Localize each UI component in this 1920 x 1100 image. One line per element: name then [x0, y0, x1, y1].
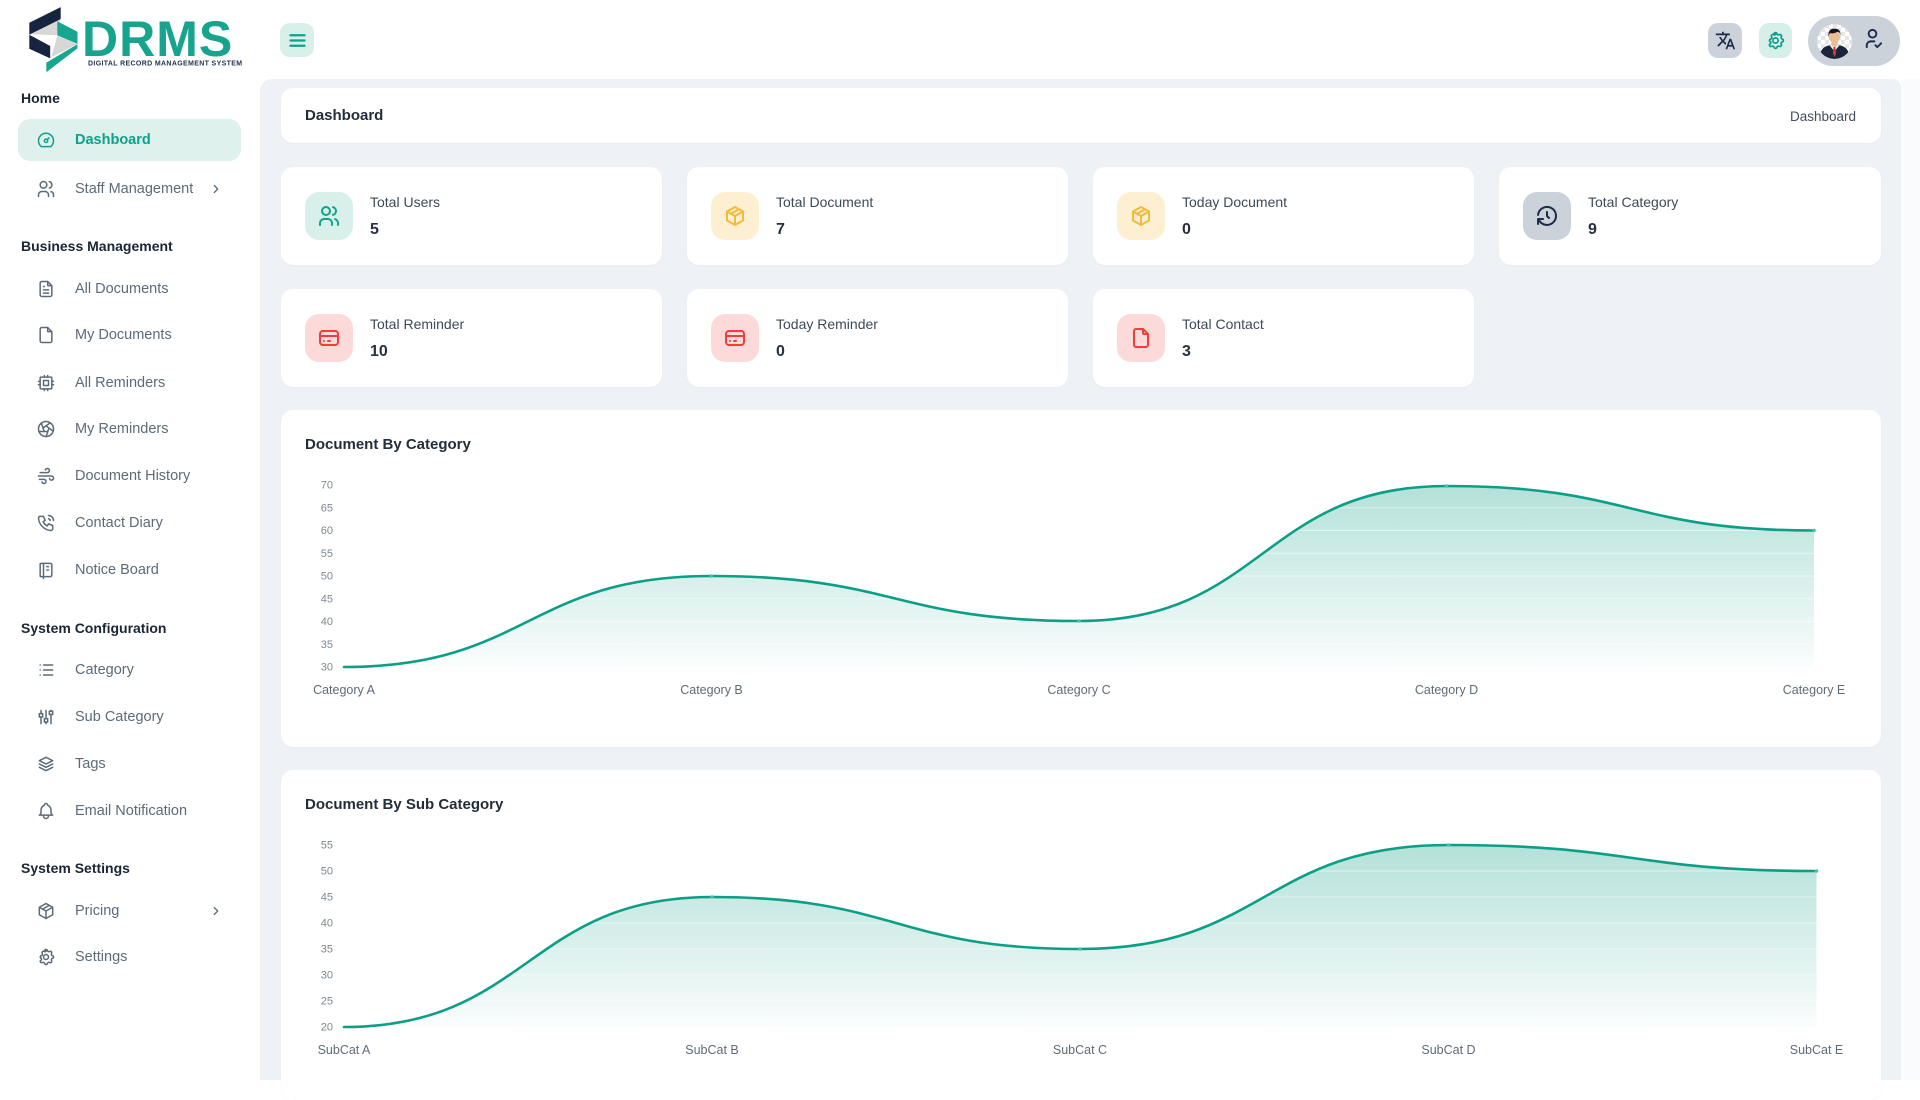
- svg-text:30: 30: [321, 662, 333, 674]
- svg-text:35: 35: [321, 944, 333, 956]
- svg-text:SubCat E: SubCat E: [1790, 1043, 1844, 1057]
- svg-text:55: 55: [321, 840, 333, 852]
- svg-text:20: 20: [321, 1022, 333, 1034]
- svg-text:40: 40: [321, 616, 333, 628]
- svg-text:40: 40: [321, 918, 333, 930]
- svg-text:60: 60: [321, 525, 333, 537]
- svg-text:55: 55: [321, 548, 333, 560]
- svg-text:SubCat A: SubCat A: [318, 1043, 371, 1057]
- svg-text:35: 35: [321, 639, 333, 651]
- svg-text:45: 45: [321, 892, 333, 904]
- svg-text:Category B: Category B: [680, 683, 743, 697]
- svg-text:Category A: Category A: [313, 683, 376, 697]
- svg-text:SubCat B: SubCat B: [685, 1043, 739, 1057]
- svg-text:70: 70: [321, 480, 333, 492]
- svg-text:30: 30: [321, 970, 333, 982]
- svg-text:SubCat C: SubCat C: [1053, 1043, 1107, 1057]
- svg-text:Category D: Category D: [1415, 683, 1478, 697]
- svg-text:Category E: Category E: [1783, 683, 1846, 697]
- svg-text:SubCat D: SubCat D: [1421, 1043, 1475, 1057]
- svg-text:50: 50: [321, 866, 333, 878]
- svg-text:45: 45: [321, 593, 333, 605]
- svg-text:DRMS: DRMS: [82, 11, 233, 67]
- svg-text:25: 25: [321, 996, 333, 1008]
- svg-text:Category C: Category C: [1047, 683, 1110, 697]
- svg-text:DIGITAL RECORD MANAGEMENT SYST: DIGITAL RECORD MANAGEMENT SYSTEM: [88, 61, 242, 68]
- svg-text:65: 65: [321, 502, 333, 514]
- svg-text:50: 50: [321, 571, 333, 583]
